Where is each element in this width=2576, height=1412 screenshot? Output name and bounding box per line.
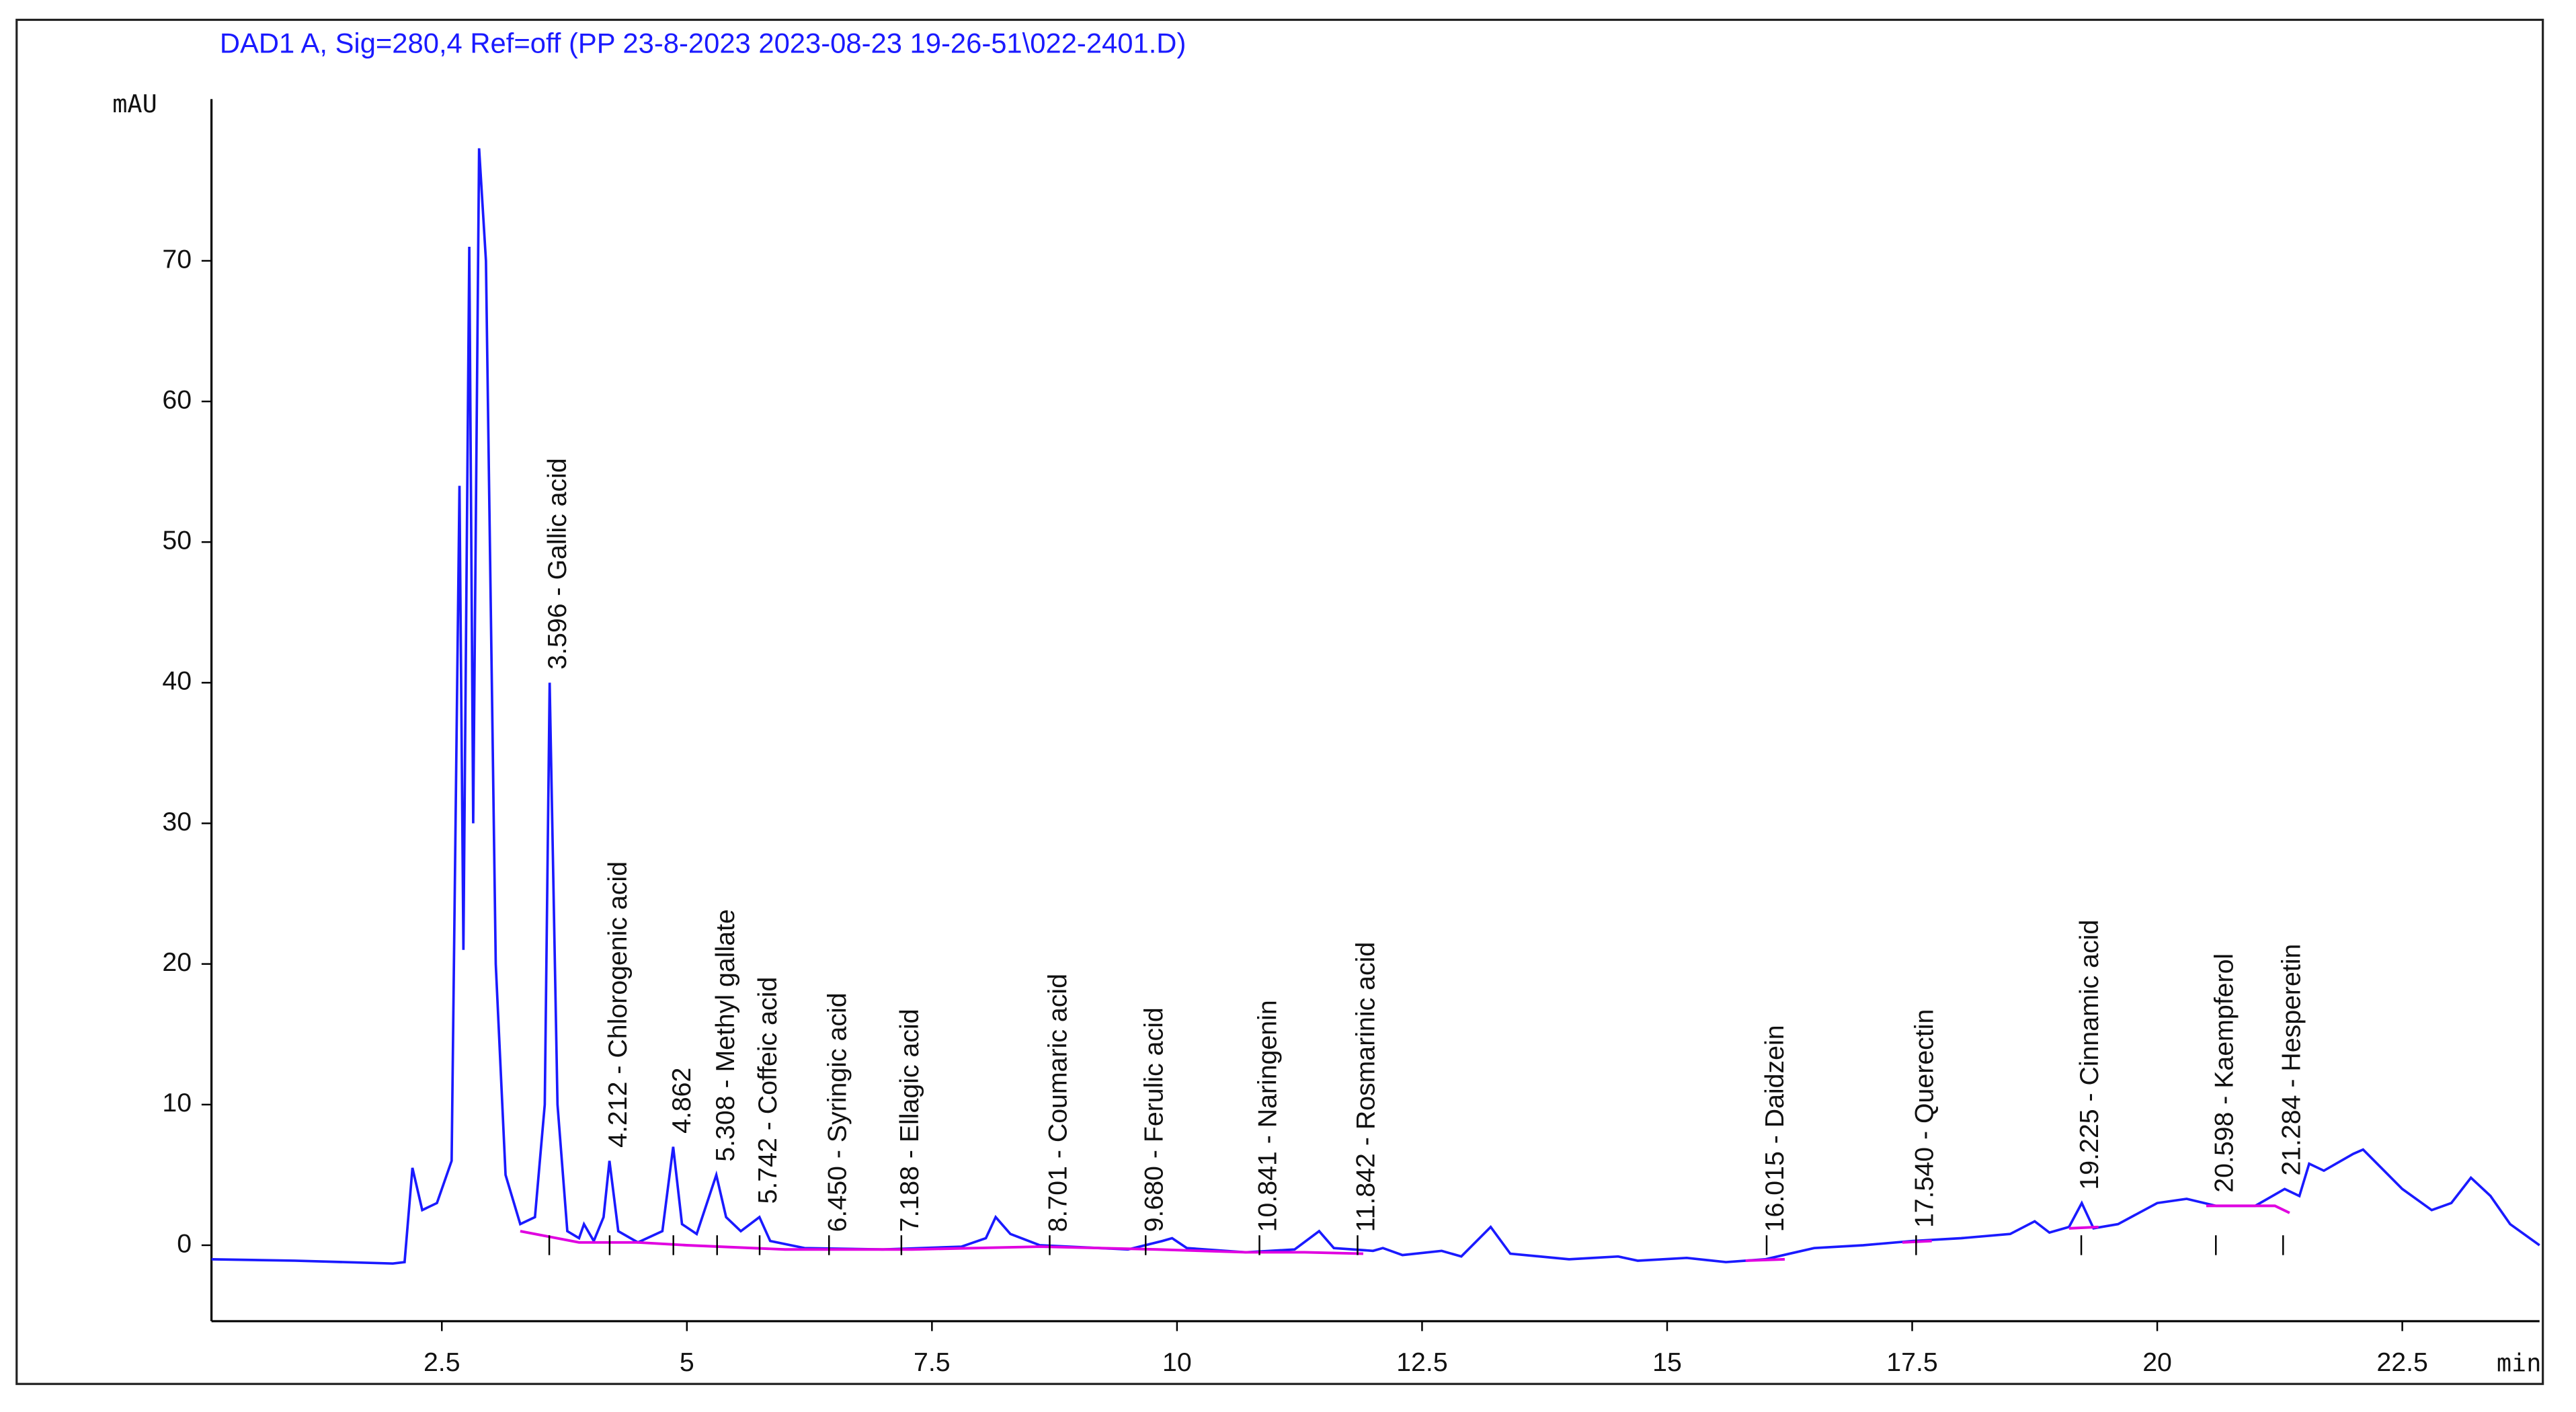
peak-label: 5.308 - Methyl gallate	[711, 909, 740, 1162]
peak-label: 3.596 - Gallic acid	[542, 458, 572, 669]
x-axis-label: min	[2497, 1348, 2542, 1377]
peak-label: 21.284 - Hesperetin	[2276, 944, 2306, 1176]
x-tick-label: 22.5	[2376, 1347, 2427, 1377]
y-tick-label: 0	[177, 1228, 192, 1258]
x-tick-label: 15	[1652, 1347, 1682, 1377]
peak-label: 5.742 - Coffeic acid	[753, 977, 782, 1204]
y-tick-label: 40	[162, 666, 192, 696]
y-tick-label: 50	[162, 526, 192, 555]
baseline-trace	[520, 1204, 2290, 1262]
x-tick-label: 7.5	[914, 1347, 951, 1377]
y-tick-label: 30	[162, 807, 192, 836]
x-tick-label: 12.5	[1396, 1347, 1447, 1377]
y-tick-label: 20	[162, 947, 192, 977]
peak-label: 4.862	[667, 1068, 696, 1134]
peak-label: 11.842 - Rosmarinic acid	[1351, 942, 1381, 1232]
peak-label: 16.015 - Daidzein	[1760, 1025, 1789, 1232]
x-tick-label: 10	[1162, 1347, 1192, 1377]
peak-label: 19.225 - Cinnamic acid	[2075, 920, 2104, 1190]
y-tick-label: 60	[162, 385, 192, 414]
x-tick-label: 5	[680, 1347, 694, 1377]
peak-label: 8.701 - Coumaric acid	[1043, 974, 1073, 1232]
peak-label: 7.188 - Ellagic acid	[895, 1009, 924, 1232]
x-tick-label: 2.5	[424, 1347, 460, 1377]
y-axis-label: mAU	[112, 89, 157, 118]
x-tick-label: 20	[2142, 1347, 2172, 1377]
signal-trace	[211, 148, 2540, 1265]
peak-label: 17.540 - Querectin	[1909, 1009, 1939, 1228]
frame	[15, 18, 2544, 1385]
peak-label: 10.841 - Naringenin	[1253, 1000, 1283, 1232]
y-tick-label: 10	[162, 1088, 192, 1117]
y-tick-label: 70	[162, 244, 192, 274]
chart-title: DAD1 A, Sig=280,4 Ref=off (PP 23-8-2023 …	[220, 28, 1186, 59]
peak-label: 20.598 - Kaempferol	[2209, 953, 2239, 1193]
peak-label: 9.680 - Ferulic acid	[1139, 1007, 1168, 1232]
peak-label: 6.450 - Syringic acid	[822, 992, 852, 1232]
peak-label: 4.212 - Chlorogenic acid	[603, 861, 633, 1148]
x-tick-label: 17.5	[1886, 1347, 1937, 1377]
